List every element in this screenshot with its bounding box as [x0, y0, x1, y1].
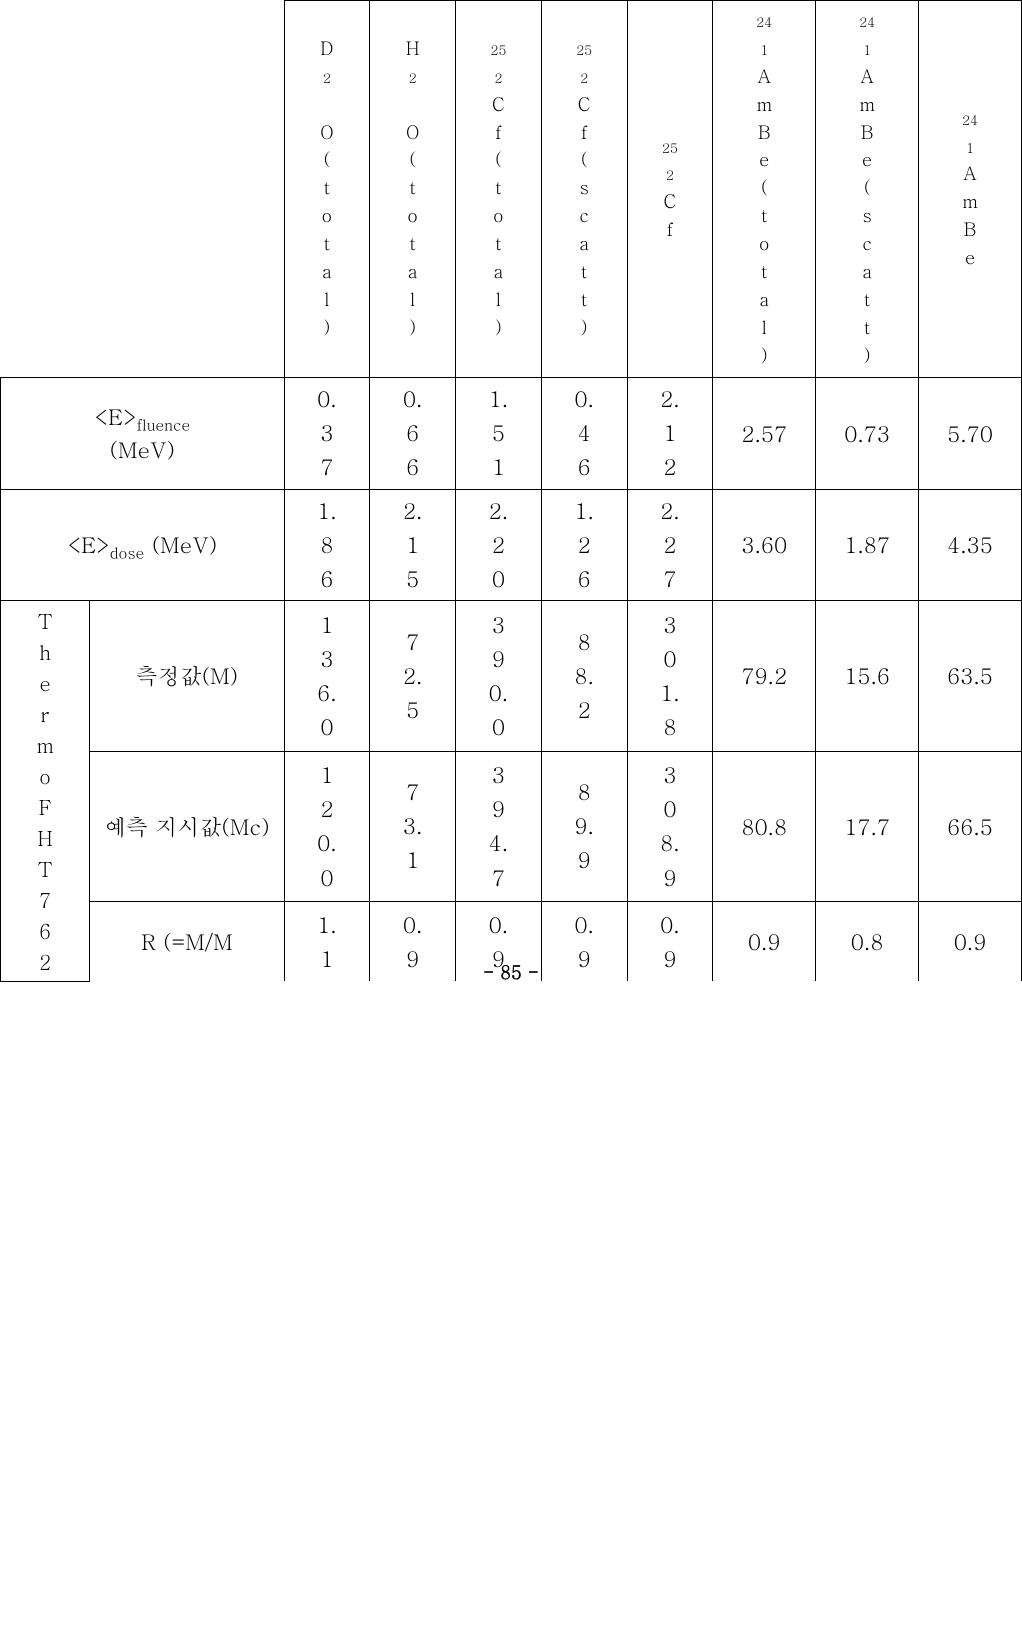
sub-label-predicted: 예측 지시값(Mc) [90, 751, 284, 902]
cell: 1.26 [541, 489, 627, 600]
cell: 308.9 [627, 751, 713, 902]
cell: 80.8 [713, 751, 816, 902]
cell: 0.66 [370, 378, 456, 489]
col-header-text-4: 252Cf [661, 133, 679, 245]
header-empty [1, 1, 285, 378]
col-header-1: H2O(total) [370, 1, 456, 378]
cell: 2.12 [627, 378, 713, 489]
cell: 0.73 [816, 378, 919, 489]
cell: 2.27 [627, 489, 713, 600]
cell: 301.8 [627, 600, 713, 751]
cell: 1.51 [456, 378, 542, 489]
row-label-dose: <E>dose (MeV) [1, 489, 285, 600]
group-label: Thermo FHT762 [1, 600, 90, 981]
cell: 5.70 [919, 378, 1022, 489]
cell: 63.5 [919, 600, 1022, 751]
cell: 72.5 [370, 600, 456, 751]
cell: 17.7 [816, 751, 919, 902]
col-header-2: 252Cf(total) [456, 1, 542, 378]
page-number: - 85 - [0, 956, 1022, 989]
col-header-3: 252Cf(scatt) [541, 1, 627, 378]
cell: 3.60 [713, 489, 816, 600]
cell: 136.0 [284, 600, 370, 751]
col-header-4: 252Cf [627, 1, 713, 378]
col-header-6: 241AmBe(scatt) [816, 1, 919, 378]
row-measured: Thermo FHT762 측정값(M) 136.0 72.5 390.0 88… [1, 600, 1022, 751]
sub-label-measured: 측정값(M) [90, 600, 284, 751]
cell: 1.87 [816, 489, 919, 600]
cell: 4.35 [919, 489, 1022, 600]
col-header-text-6: 241AmBe(scatt) [858, 7, 876, 370]
cell: 0.37 [284, 378, 370, 489]
cell: 15.6 [816, 600, 919, 751]
col-header-7: 241AmBe [919, 1, 1022, 378]
row-label-fluence: <E>fluence(MeV) [1, 378, 285, 489]
data-table: D2O(total) H2O(total) 252Cf(total) 252Cf… [0, 0, 1022, 982]
cell: 0.46 [541, 378, 627, 489]
row-predicted: 예측 지시값(Mc) 120.0 73.1 394.7 89.9 308.9 8… [1, 751, 1022, 902]
col-header-text-0: D2O(total) [318, 35, 336, 342]
col-header-0: D2O(total) [284, 1, 370, 378]
row-dose: <E>dose (MeV) 1.86 2.15 2.20 1.26 2.27 3… [1, 489, 1022, 600]
col-header-text-7: 241AmBe [961, 105, 979, 272]
cell: 2.15 [370, 489, 456, 600]
cell: 73.1 [370, 751, 456, 902]
col-header-text-1: H2O(total) [404, 35, 422, 342]
cell: 390.0 [456, 600, 542, 751]
cell: 120.0 [284, 751, 370, 902]
col-header-text-3: 252Cf(scatt) [575, 35, 593, 342]
col-header-text-2: 252Cf(total) [489, 35, 507, 342]
col-header-text-5: 241AmBe(total) [755, 7, 773, 370]
cell: 2.20 [456, 489, 542, 600]
cell: 1.86 [284, 489, 370, 600]
col-header-5: 241AmBe(total) [713, 1, 816, 378]
cell: 89.9 [541, 751, 627, 902]
row-fluence: <E>fluence(MeV) 0.37 0.66 1.51 0.46 2.12… [1, 378, 1022, 489]
cell: 66.5 [919, 751, 1022, 902]
cell: 79.2 [713, 600, 816, 751]
header-row: D2O(total) H2O(total) 252Cf(total) 252Cf… [1, 1, 1022, 378]
cell: 88.2 [541, 600, 627, 751]
cell: 2.57 [713, 378, 816, 489]
cell: 394.7 [456, 751, 542, 902]
